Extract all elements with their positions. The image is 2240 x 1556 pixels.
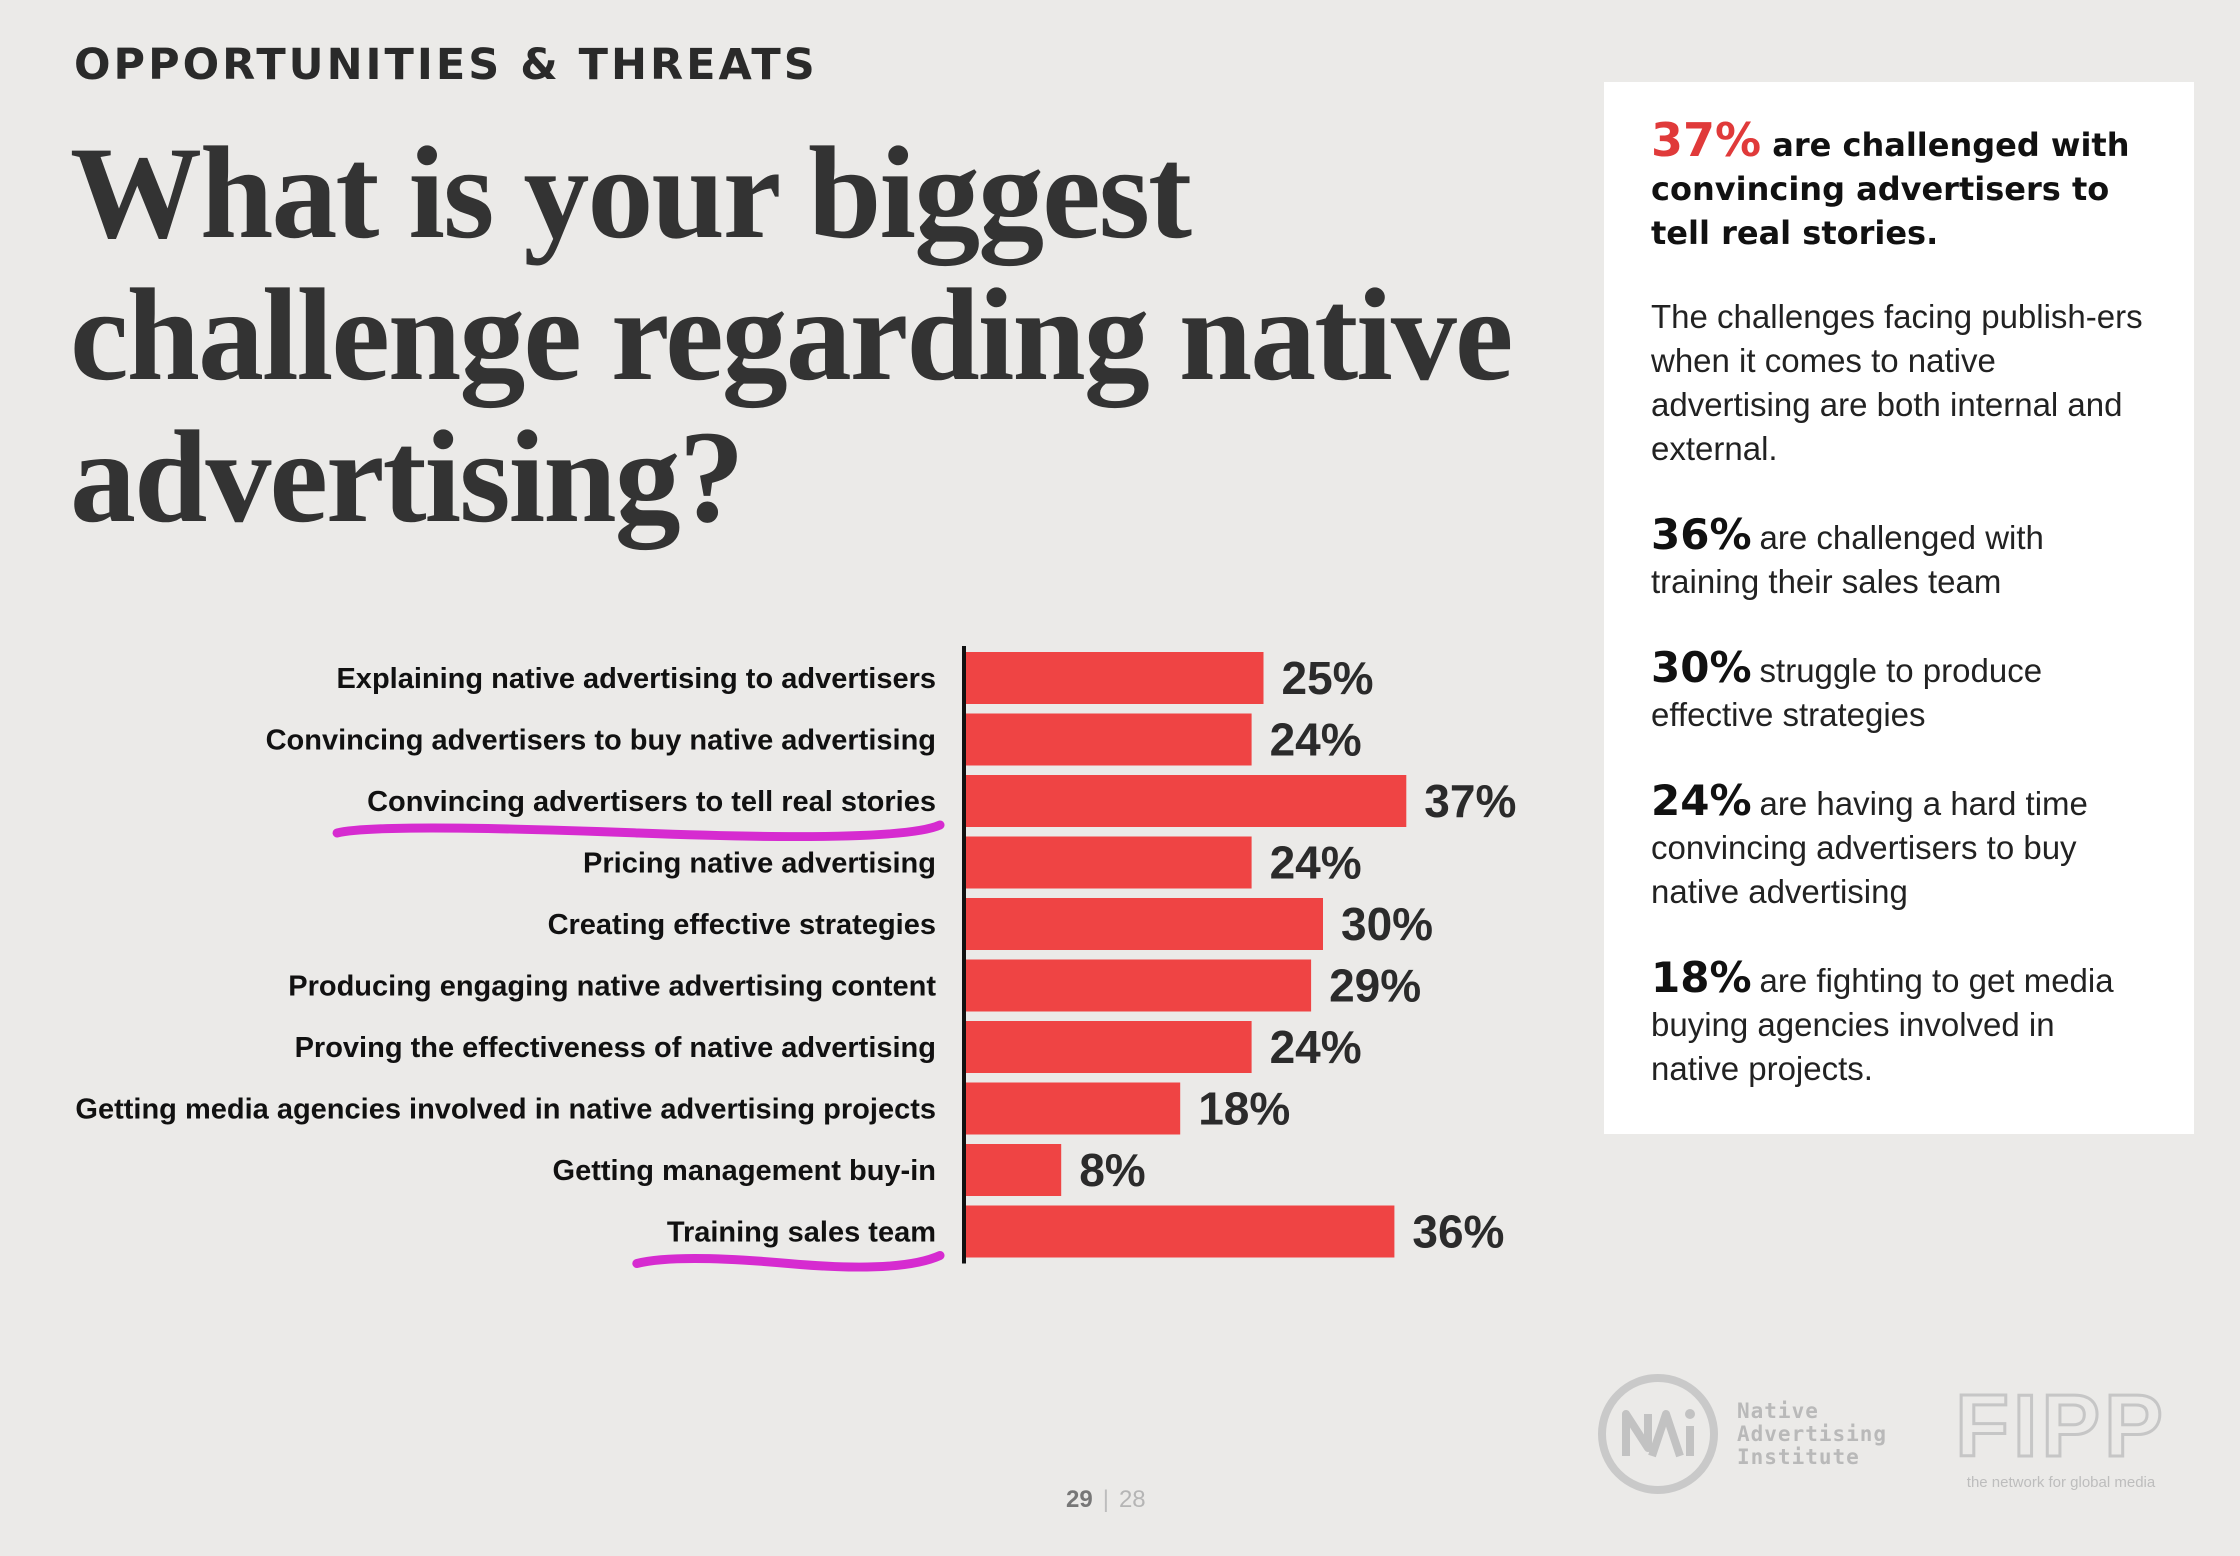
- stat-item: 30% struggle to produce effective strateg…: [1651, 646, 2150, 737]
- stat-text: are having a hard time convincing advert…: [1651, 785, 2088, 910]
- fipp-logo-text: FIPP: [1955, 1380, 2167, 1472]
- lead-stat: 37%: [1651, 113, 1762, 167]
- section-eyebrow: OPPORTUNITIES & THREATS: [74, 40, 818, 90]
- stat-item: 24% are having a hard time convincing adv…: [1651, 779, 2150, 914]
- chart-bar: [966, 652, 1264, 704]
- stat-number: 18%: [1651, 953, 1752, 1002]
- lead-insight: 37% are challenged with convincing adver…: [1651, 117, 2150, 255]
- fipp-logo: FIPP: [1954, 1380, 2167, 1472]
- page-separator: |: [1102, 1486, 1109, 1513]
- stat-item: 36% are challenged with training their sa…: [1651, 513, 2150, 604]
- value-label: 29%: [1329, 960, 1421, 1012]
- chart-bar: [966, 1205, 1395, 1258]
- highlight-underline: [332, 820, 945, 842]
- value-label: 25%: [1282, 652, 1374, 704]
- value-label: 18%: [1198, 1083, 1290, 1135]
- chart-bar: [966, 1144, 1062, 1196]
- page-headline: What is your biggest challenge regarding…: [70, 119, 1513, 550]
- category-label: Creating effective strategies: [548, 909, 936, 941]
- category-label: Producing engaging native advertising co…: [288, 971, 936, 1003]
- stat-item: 18% are fighting to get media buying agen…: [1651, 956, 2150, 1091]
- lead-text: are challenged with convincing advertise…: [1651, 126, 2130, 252]
- nai-wordmark: Native Advertising Institute: [1737, 1400, 1887, 1469]
- value-label: 30%: [1341, 898, 1433, 950]
- category-label: Getting media agencies involved in nativ…: [75, 1094, 936, 1126]
- insight-panel: 37% are challenged with convincing adver…: [1604, 82, 2194, 1134]
- value-label: 24%: [1270, 1021, 1362, 1073]
- category-label: Convincing advertisers to buy native adv…: [266, 725, 936, 757]
- intro-paragraph: The challenges facing publish-ers when i…: [1651, 298, 2143, 467]
- value-label: 8%: [1079, 1144, 1145, 1196]
- stat-number: 36%: [1651, 510, 1752, 559]
- page-numbers: 29 | 28: [1066, 1486, 1146, 1514]
- page-other: 28: [1118, 1486, 1146, 1513]
- stat-number: 24%: [1651, 776, 1752, 825]
- chart-bar: [966, 775, 1407, 827]
- category-label: Proving the effectiveness of native adve…: [295, 1032, 936, 1064]
- page-current: 29: [1066, 1486, 1093, 1513]
- nai-line: Native: [1737, 1399, 1819, 1423]
- chart-bar: [966, 898, 1323, 950]
- chart-bar: [966, 1021, 1252, 1073]
- stat-text: struggle to produce effective strategies: [1651, 652, 2043, 733]
- highlight-underline: [632, 1251, 945, 1272]
- stat-number: 30%: [1651, 643, 1752, 692]
- value-label: 37%: [1424, 775, 1516, 827]
- category-label: Explaining native advertising to adverti…: [336, 663, 936, 695]
- category-label: Pricing native advertising: [583, 848, 936, 880]
- fipp-tagline: the network for global media: [1966, 1474, 2156, 1491]
- nai-line: Institute: [1737, 1445, 1860, 1469]
- chart-bar: [966, 713, 1252, 766]
- chart-bar: [966, 1082, 1181, 1135]
- chart-bar: [966, 836, 1252, 889]
- value-label: 24%: [1270, 714, 1362, 766]
- stat-text: are fighting to get media buying agencie…: [1651, 962, 2114, 1087]
- value-label: 36%: [1412, 1206, 1504, 1258]
- value-label: 24%: [1270, 837, 1362, 889]
- category-label: Training sales team: [667, 1217, 936, 1249]
- stat-text: are challenged with training their sales…: [1651, 519, 2044, 600]
- category-label: Getting management buy-in: [553, 1155, 936, 1187]
- nai-line: Advertising: [1737, 1422, 1888, 1446]
- category-label: Convincing advertisers to tell real stor…: [367, 786, 936, 818]
- nai-logo-icon: [1598, 1374, 1718, 1494]
- chart-bar: [966, 959, 1312, 1012]
